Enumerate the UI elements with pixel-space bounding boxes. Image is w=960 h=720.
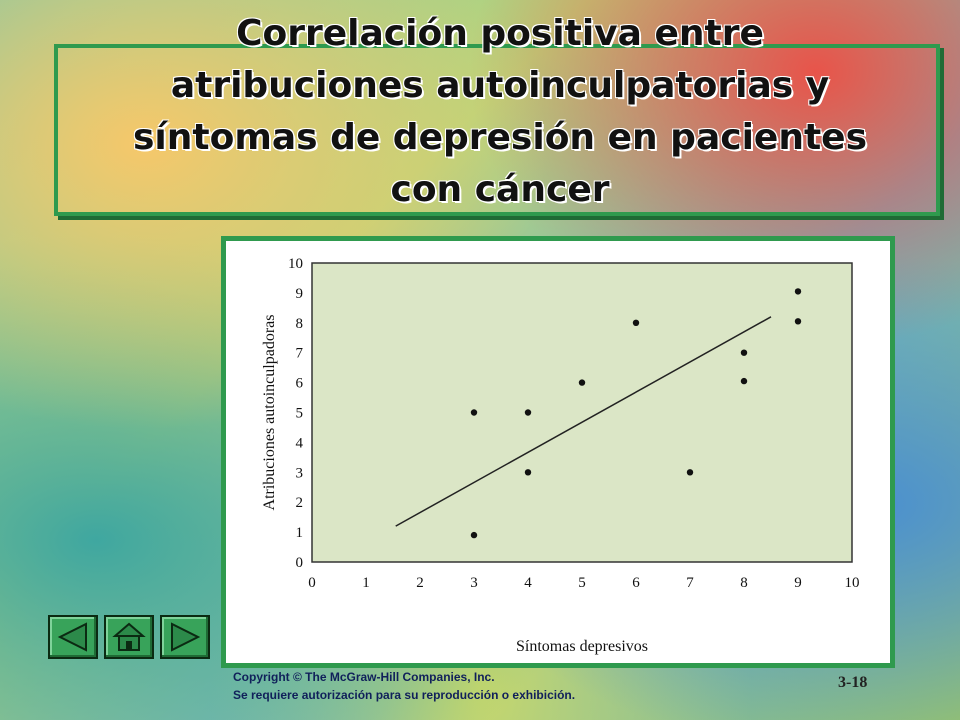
x-tick-label: 9 bbox=[794, 575, 802, 591]
right-triangle-icon bbox=[171, 622, 201, 652]
x-tick-label: 2 bbox=[416, 575, 424, 591]
x-tick-label: 3 bbox=[470, 575, 478, 591]
data-point bbox=[524, 409, 532, 416]
title-line: atribuciones autoinculpatorias y bbox=[170, 65, 830, 106]
y-tick-label: 5 bbox=[296, 406, 304, 422]
data-point bbox=[740, 377, 748, 385]
x-tick-label: 1 bbox=[362, 575, 370, 591]
x-tick-label: 4 bbox=[524, 575, 532, 591]
plot-area bbox=[311, 262, 853, 563]
y-tick-label: 8 bbox=[296, 316, 304, 332]
home-button[interactable] bbox=[104, 615, 154, 659]
y-tick-label: 10 bbox=[288, 256, 303, 272]
left-triangle-icon bbox=[57, 622, 87, 652]
trend-line bbox=[395, 316, 772, 527]
slide-title: Correlación positiva entre atribuciones … bbox=[40, 8, 960, 216]
x-tick-label: 7 bbox=[686, 575, 694, 591]
copyright-line: Se requiere autorización para su reprodu… bbox=[233, 688, 576, 702]
x-axis-label: Síntomas depresivos bbox=[516, 638, 648, 655]
y-tick-label: 1 bbox=[296, 525, 304, 541]
title-frame bbox=[54, 44, 940, 216]
next-button[interactable] bbox=[160, 615, 210, 659]
x-tick-label: 5 bbox=[578, 575, 586, 591]
data-point bbox=[632, 319, 640, 326]
y-tick-label: 6 bbox=[296, 376, 304, 392]
data-point bbox=[470, 409, 478, 416]
scatter-chart: 0 1 2 3 4 5 6 7 8 9 10 0 1 2 3 4 5 6 7 8 9 10 Síntomas depresi… bbox=[261, 256, 860, 655]
copyright-notice: Copyright © The McGraw-Hill Companies, I… bbox=[233, 668, 793, 704]
prev-button[interactable] bbox=[48, 615, 98, 659]
title-line: Correlación positiva entre bbox=[236, 13, 764, 54]
data-point bbox=[794, 318, 802, 325]
data-point bbox=[578, 379, 586, 386]
y-tick-label: 2 bbox=[296, 495, 304, 511]
home-icon bbox=[112, 622, 146, 651]
data-point bbox=[740, 349, 748, 356]
x-tick-label: 0 bbox=[308, 575, 316, 591]
y-tick-label: 9 bbox=[296, 286, 304, 302]
chart-frame: 0 1 2 3 4 5 6 7 8 9 10 0 1 2 3 4 5 6 7 8 9 10 Síntomas depresi… bbox=[221, 236, 895, 668]
x-tick-label: 8 bbox=[740, 575, 748, 591]
y-tick-label: 0 bbox=[296, 555, 304, 571]
slide-number: 3-18 bbox=[838, 674, 868, 691]
x-tick-label: 6 bbox=[632, 575, 640, 591]
data-point bbox=[686, 469, 694, 476]
title-line: síntomas de depresión en pacientes bbox=[132, 117, 868, 158]
x-tick-label: 10 bbox=[845, 575, 860, 591]
y-tick-label: 3 bbox=[296, 465, 304, 481]
y-tick-label: 7 bbox=[296, 346, 304, 362]
title-line: con cáncer bbox=[390, 169, 610, 210]
data-point bbox=[524, 469, 532, 476]
y-axis-label: Atribuciones autoinculpadoras bbox=[261, 315, 278, 511]
y-tick-label: 4 bbox=[296, 435, 304, 451]
data-point bbox=[470, 531, 478, 539]
copyright-line: Copyright © The McGraw-Hill Companies, I… bbox=[233, 670, 495, 684]
data-point bbox=[794, 288, 802, 295]
